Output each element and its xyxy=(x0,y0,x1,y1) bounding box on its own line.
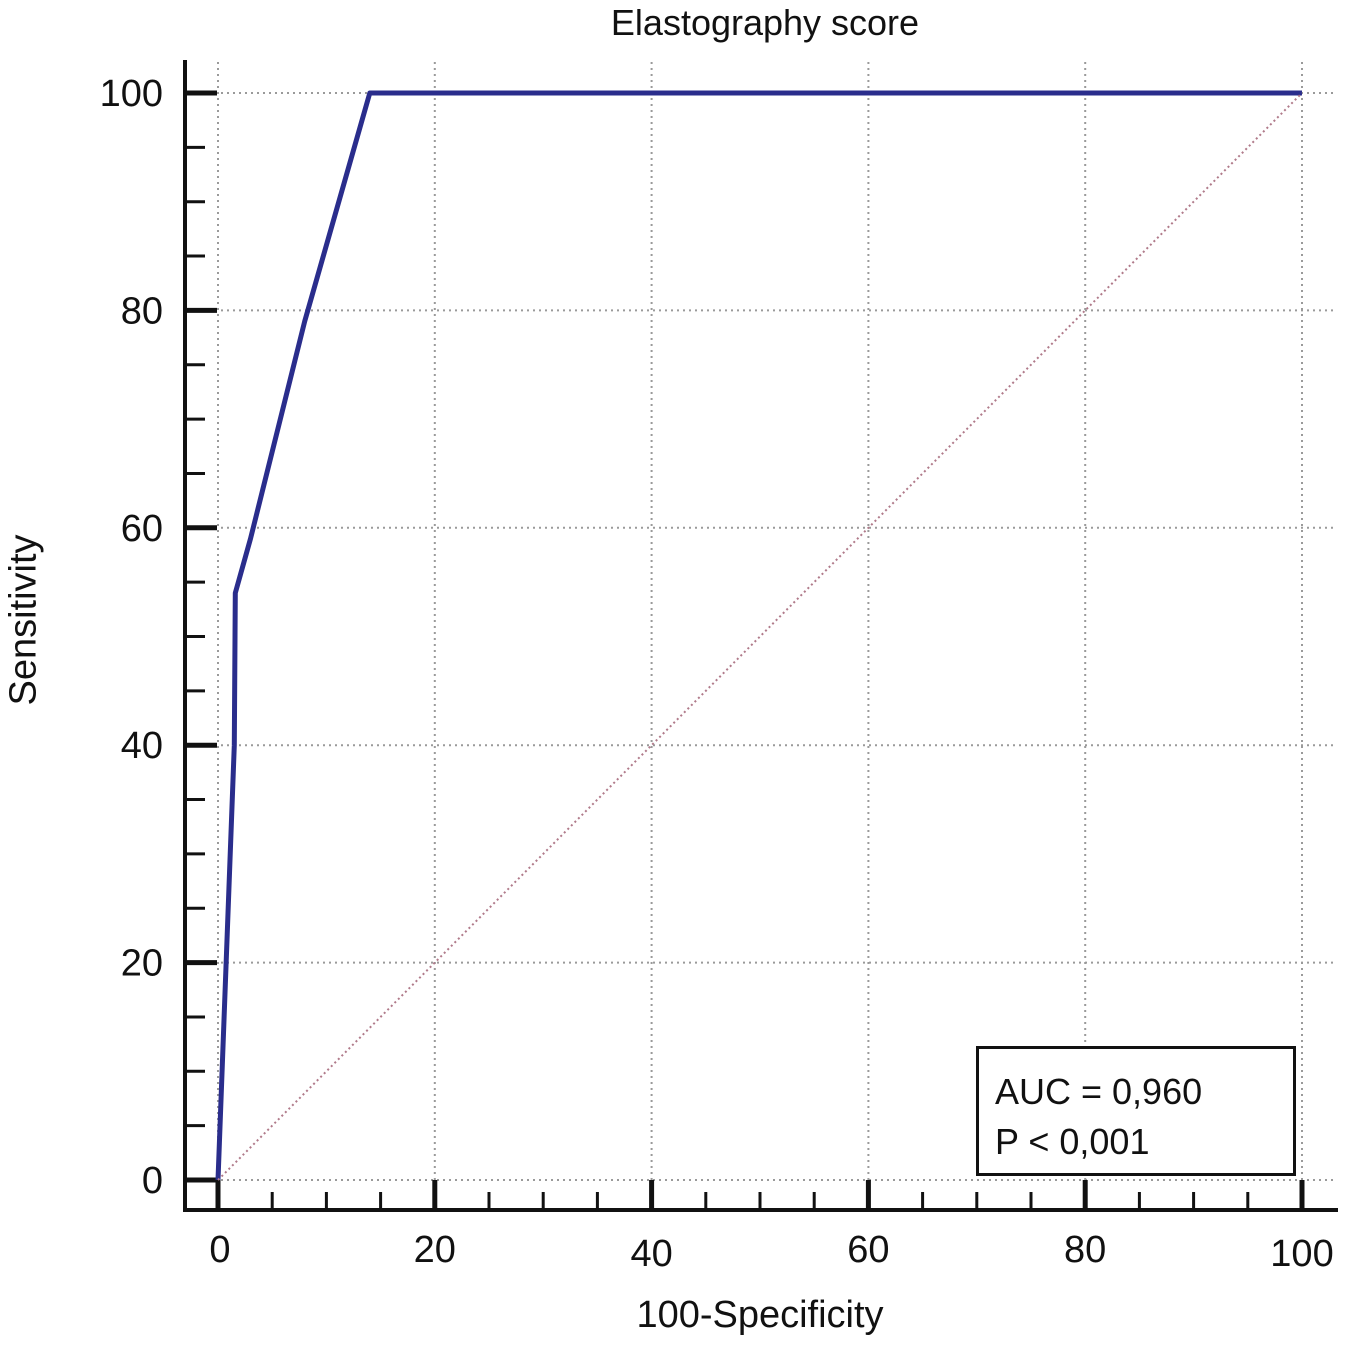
chart-title: Elastography score xyxy=(610,2,920,43)
y-axis-label: Sensitivity xyxy=(2,534,45,706)
x-tick-label: 0 xyxy=(209,1229,230,1271)
y-tick-label: 40 xyxy=(121,725,163,767)
series xyxy=(215,90,1303,1181)
y-tick-label: 80 xyxy=(121,290,163,332)
x-tick-label: 60 xyxy=(847,1229,889,1271)
x-axis-label: 100-Specificity xyxy=(636,1294,884,1336)
tick-labels: 0 20 40 60 80 100 0 20 40 60 80 100 xyxy=(100,73,1334,1275)
p-value-annotation: P < 0,001 xyxy=(995,1121,1150,1162)
grid xyxy=(185,62,1336,1210)
y-tick-label: 0 xyxy=(142,1160,163,1202)
ticks xyxy=(185,90,1305,1210)
x-tick-label: 20 xyxy=(414,1229,456,1271)
axes xyxy=(183,60,1338,1212)
y-tick-label: 20 xyxy=(121,943,163,985)
auc-annotation: AUC = 0,960 xyxy=(995,1071,1203,1112)
x-tick-label: 40 xyxy=(630,1233,672,1275)
auc-annotation-box: AUC = 0,960 P < 0,001 xyxy=(976,1046,1296,1176)
y-tick-label: 100 xyxy=(100,73,163,115)
x-tick-label: 100 xyxy=(1270,1233,1333,1275)
roc-curve-line xyxy=(215,90,1302,1181)
x-tick-label: 80 xyxy=(1064,1229,1106,1271)
reference-diagonal-line xyxy=(217,92,1303,1181)
y-tick-label: 60 xyxy=(121,508,163,550)
